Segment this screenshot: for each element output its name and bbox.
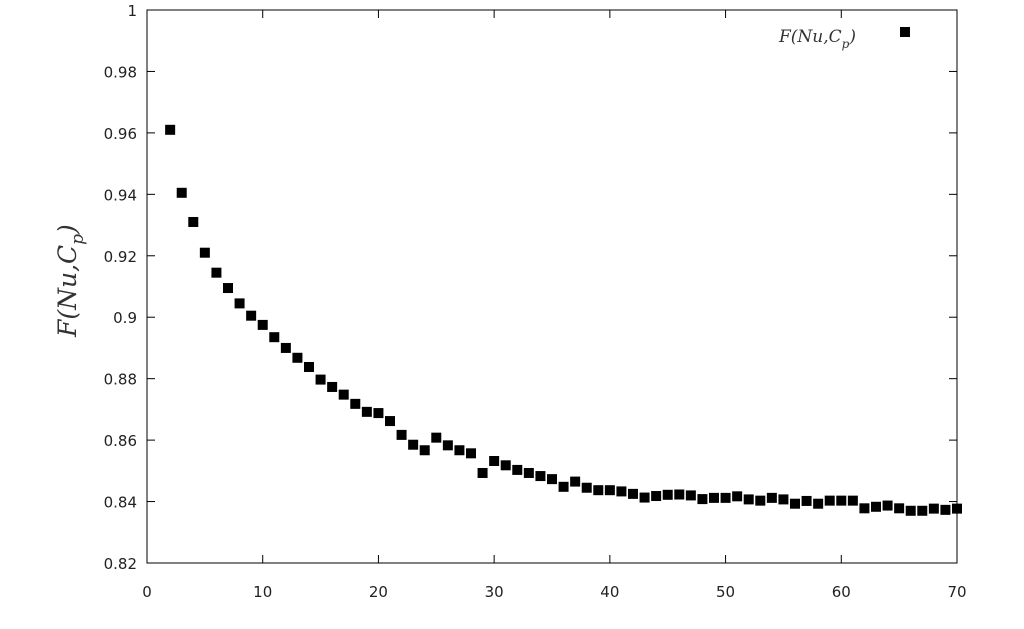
data-point xyxy=(165,124,176,135)
x-tick-label: 0 xyxy=(142,583,152,601)
data-point xyxy=(651,491,662,502)
data-point xyxy=(223,283,233,294)
data-point xyxy=(662,489,673,500)
data-point xyxy=(604,485,615,496)
axes: 0 10 20 30 40 50 60 70 0.82 0.84 0.86 0.88 0.9 0.92 0.… xyxy=(104,2,967,601)
data-point xyxy=(327,381,338,392)
data-point xyxy=(361,406,372,417)
y-tick-label: 0.88 xyxy=(104,371,137,389)
data-point xyxy=(269,332,280,343)
y-tick-label: 0.92 xyxy=(104,248,137,266)
data-point xyxy=(570,476,581,487)
data-point xyxy=(535,471,546,482)
y-tick-label: 0.9 xyxy=(113,309,137,327)
data-point xyxy=(547,474,557,485)
data-point xyxy=(466,448,476,459)
data-point xyxy=(720,492,731,503)
data-point xyxy=(743,494,754,505)
data-point xyxy=(280,342,291,353)
legend-marker xyxy=(900,27,910,37)
data-point xyxy=(523,467,534,478)
plot-frame xyxy=(146,9,958,564)
data-point xyxy=(246,310,257,321)
data-point xyxy=(709,492,719,503)
data-point xyxy=(419,445,430,456)
x-tick-label: 10 xyxy=(253,583,272,601)
data-point xyxy=(871,501,881,512)
data-point xyxy=(292,352,303,363)
data-point xyxy=(917,505,928,516)
y-tick-label: 0.96 xyxy=(104,125,137,143)
data-point xyxy=(928,503,939,514)
data-point xyxy=(512,464,523,475)
data-point xyxy=(315,374,326,385)
data-point xyxy=(396,429,407,440)
y-axis-label: F(Nu,Cp) xyxy=(53,224,88,338)
data-point xyxy=(234,298,245,309)
data-point xyxy=(593,485,604,496)
data-point xyxy=(616,486,627,497)
data-point xyxy=(350,398,361,409)
legend: F(Nu,Cp) xyxy=(778,27,910,51)
data-point xyxy=(199,247,210,258)
data-point xyxy=(304,361,314,372)
x-tick-label: 50 xyxy=(716,583,735,601)
y-tick-label: 1 xyxy=(127,2,137,20)
data-point xyxy=(905,505,916,516)
data-point xyxy=(188,216,199,227)
data-point xyxy=(894,503,905,514)
data-point xyxy=(211,267,222,278)
data-point xyxy=(813,498,824,509)
y-tick-label: 0.82 xyxy=(104,555,137,573)
data-point xyxy=(847,495,858,506)
legend-label: F(Nu,Cp) xyxy=(778,27,856,51)
data-point xyxy=(940,504,951,515)
x-tick-label: 30 xyxy=(485,583,504,601)
data-point xyxy=(442,440,453,451)
data-point xyxy=(685,490,696,501)
data-point xyxy=(952,503,962,514)
y-axis-label-text: F(Nu,Cp) xyxy=(53,224,88,338)
data-point xyxy=(732,491,743,502)
data-point xyxy=(176,187,187,198)
data-point xyxy=(790,498,800,509)
data-point xyxy=(766,492,777,503)
y-tick-label: 0.94 xyxy=(104,186,137,204)
data-point xyxy=(778,494,789,505)
data-point xyxy=(338,389,349,400)
data-point xyxy=(385,416,395,427)
data-point xyxy=(454,445,465,456)
x-tick-label: 40 xyxy=(600,583,619,601)
data-point xyxy=(628,488,638,499)
x-tick-label: 70 xyxy=(947,583,966,601)
data-point xyxy=(257,319,268,330)
data-point xyxy=(408,439,419,450)
y-tick-label: 0.86 xyxy=(104,432,137,450)
data-point xyxy=(373,408,384,419)
data-point xyxy=(755,495,766,506)
x-tick-label: 20 xyxy=(369,583,388,601)
data-point xyxy=(489,456,500,467)
data-point xyxy=(674,489,685,500)
data-points xyxy=(165,124,962,516)
data-point xyxy=(697,494,708,505)
data-point xyxy=(500,460,511,471)
data-point xyxy=(581,482,592,493)
y-tick-label: 0.98 xyxy=(104,63,137,81)
data-point xyxy=(558,481,569,492)
data-point xyxy=(431,432,442,443)
x-tick-label: 60 xyxy=(832,583,851,601)
data-point xyxy=(639,492,650,503)
data-point xyxy=(859,503,870,514)
data-point xyxy=(477,467,488,478)
data-point xyxy=(882,500,893,511)
data-point xyxy=(824,495,835,506)
y-tick-label: 0.84 xyxy=(104,494,137,512)
data-point xyxy=(801,495,812,506)
data-point xyxy=(836,495,847,506)
